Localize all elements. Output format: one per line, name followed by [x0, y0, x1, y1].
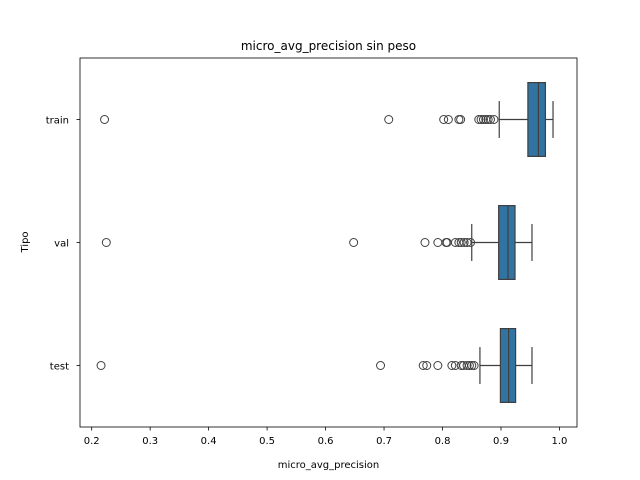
outlier-point: [462, 238, 472, 247]
outlier-point: [456, 238, 466, 247]
outlier-point: [450, 238, 460, 247]
outlier-point: [101, 238, 111, 247]
outlier-point: [349, 238, 359, 247]
outlier-point: [418, 361, 428, 370]
plot-area: [79, 57, 578, 428]
outlier-point: [443, 115, 453, 124]
x-tick-label: 0.2: [84, 436, 100, 447]
outlier-point: [469, 361, 479, 370]
x-tick-label: 0.8: [435, 436, 451, 447]
outlier-point: [454, 115, 464, 124]
outlier-point: [466, 238, 476, 247]
x-tick-label: 0.4: [201, 436, 217, 447]
y-tick-label: test: [50, 362, 69, 373]
x-axis: 0.2 0.3 0.4 0.5 0.6 0.7 0.8 0.9 1.0: [84, 427, 568, 447]
outlier-point: [489, 115, 499, 124]
outlier-point: [478, 115, 488, 124]
outlier-point: [474, 115, 484, 124]
y-axis-label: Tipo: [20, 231, 31, 253]
outlier-point: [464, 361, 474, 370]
outlier-point: [376, 361, 386, 370]
outlier-point: [467, 361, 477, 370]
iqr-box: [498, 205, 516, 281]
x-tick-label: 1.0: [552, 436, 568, 447]
y-tick-label: train: [46, 116, 69, 127]
box-group-val: [101, 205, 533, 281]
x-tick-label: 0.6: [318, 436, 334, 447]
outlier-point: [433, 238, 443, 247]
x-tick-label: 0.9: [493, 436, 509, 447]
outlier-point: [100, 115, 110, 124]
x-axis-label: micro_avg_precision: [278, 460, 380, 471]
outlier-point: [384, 115, 394, 124]
outlier-point: [96, 361, 106, 370]
outlier-point: [456, 115, 466, 124]
outlier-point: [420, 238, 430, 247]
box-group-test: [96, 328, 533, 404]
y-tick-label: val: [54, 239, 69, 250]
outlier-point: [476, 115, 486, 124]
outlier-point: [485, 115, 495, 124]
x-tick-label: 0.3: [142, 436, 158, 447]
box-group-train: [100, 81, 554, 158]
outlier-point: [462, 361, 472, 370]
outlier-point: [433, 361, 443, 370]
outlier-point: [483, 115, 493, 124]
iqr-box: [527, 81, 547, 158]
x-tick-label: 0.5: [259, 436, 275, 447]
x-tick-label: 0.7: [376, 436, 392, 447]
outlier-point: [459, 238, 469, 247]
y-axis: train val test: [46, 116, 80, 373]
chart-title: micro_avg_precision sin peso: [241, 39, 416, 53]
outlier-point: [439, 115, 449, 124]
outlier-point: [422, 361, 432, 370]
outlier-point: [447, 361, 457, 370]
